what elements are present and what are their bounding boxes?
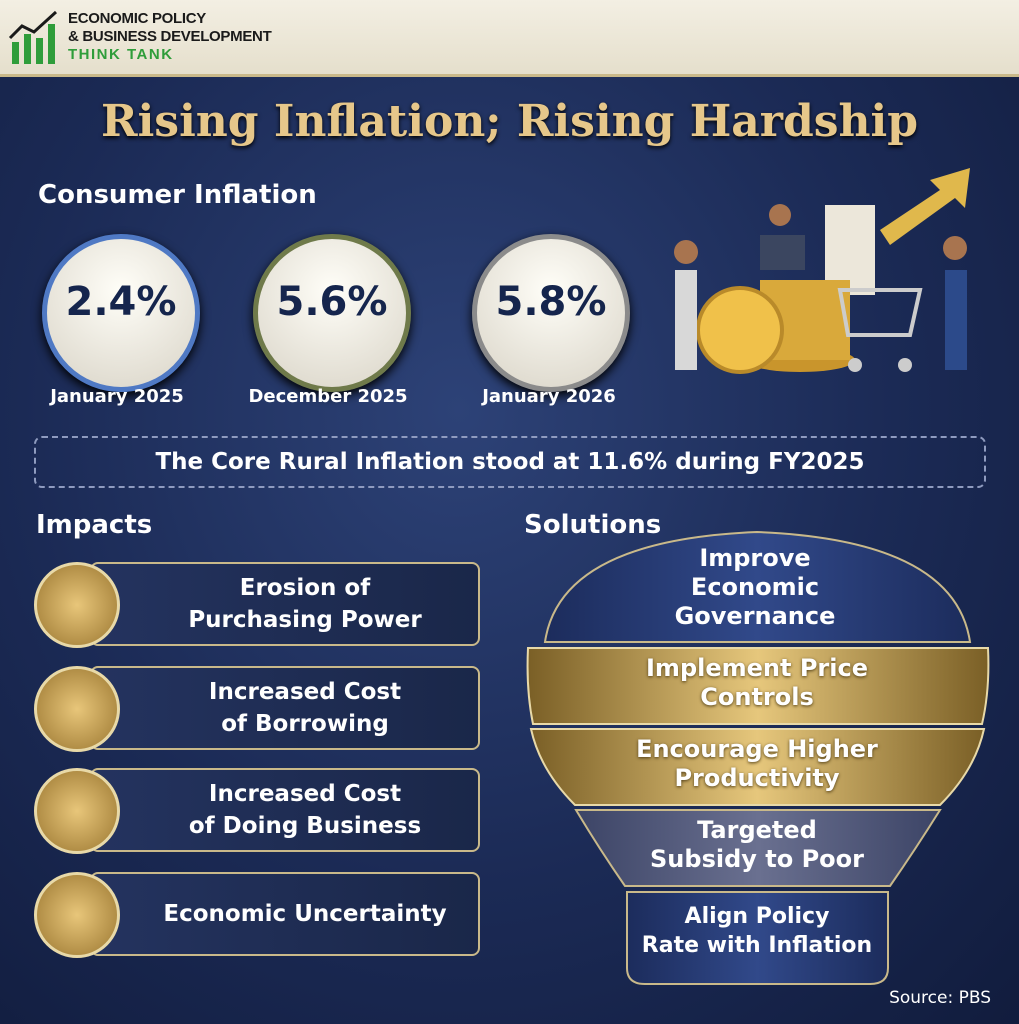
logo-text: ECONOMIC POLICY & BUSINESS DEVELOPMENT T… — [68, 10, 272, 64]
funnel-band — [543, 530, 972, 643]
section-heading: Impacts — [36, 510, 153, 540]
title: Rising Inflation; Rising Hardship — [101, 96, 918, 147]
impact-text: of Doing Business — [188, 813, 422, 839]
impact-icon — [34, 768, 120, 854]
inflation-circle: 2.4% — [42, 234, 200, 392]
solution-line: Improve — [699, 544, 811, 572]
impact-box: Increased Cost of Borrowing — [90, 666, 480, 750]
logo-icon — [8, 10, 58, 64]
solution-line: Productivity — [674, 764, 840, 792]
impact-icon — [34, 666, 120, 752]
solution-text: Implement Price Controls — [542, 654, 972, 712]
solution-line: Governance — [674, 602, 836, 630]
solution-line: Economic — [690, 573, 820, 601]
impact-box: Increased Cost of Doing Business — [90, 768, 480, 852]
impact-text: Increased Cost — [208, 781, 402, 807]
logo-line: ECONOMIC POLICY — [68, 10, 207, 27]
inflation-value: 5.6% — [276, 279, 388, 325]
inflation-circle: 5.6% — [253, 234, 411, 392]
logo-line: THINK TANK — [68, 46, 174, 63]
inflation-circle: 5.8% — [472, 234, 630, 392]
inflation-date: January 2025 — [50, 386, 184, 407]
logo-line: & BUSINESS DEVELOPMENT — [68, 28, 272, 45]
funnel-band — [526, 647, 990, 725]
solution-line: Rate with Inflation — [641, 933, 873, 958]
inflation-date: December 2025 — [248, 386, 408, 407]
solution-line: Align Policy — [684, 904, 830, 929]
solution-line: Targeted — [697, 816, 817, 844]
funnel-band — [626, 891, 889, 985]
solution-line: Controls — [700, 683, 814, 711]
section-heading: Consumer Inflation — [38, 180, 317, 210]
solution-line: Encourage Higher — [636, 735, 878, 763]
core-note: The Core Rural Inflation stood at 11.6% … — [34, 436, 986, 488]
impact-text: Economic Uncertainty — [163, 901, 447, 927]
impact-text: Purchasing Power — [188, 607, 422, 633]
funnel-band — [574, 809, 942, 887]
impact-box: Economic Uncertainty — [90, 872, 480, 956]
source: Source: PBS — [889, 988, 991, 1008]
impact-text: of Borrowing — [221, 711, 389, 737]
inflation-value: 5.8% — [495, 279, 607, 325]
impact-box: Erosion of Purchasing Power — [90, 562, 480, 646]
impact-text: Increased Cost — [208, 679, 402, 705]
inflation-value: 2.4% — [65, 279, 177, 325]
solution-line: Subsidy to Poor — [650, 845, 864, 873]
section-heading: Solutions — [524, 510, 662, 540]
solution-text: Targeted Subsidy to Poor — [542, 816, 972, 874]
header-bar — [0, 0, 1019, 77]
solution-text: Improve Economic Governance — [540, 544, 970, 631]
solution-text: Encourage Higher Productivity — [542, 735, 972, 793]
solution-line: Implement Price — [646, 654, 868, 682]
impact-icon — [34, 562, 120, 648]
inflation-date: January 2026 — [482, 386, 616, 407]
funnel-band — [529, 728, 986, 806]
impact-text: Erosion of — [239, 575, 371, 601]
solution-text: Align Policy Rate with Inflation — [542, 902, 972, 960]
impact-icon — [34, 872, 120, 958]
illustration — [674, 168, 970, 374]
